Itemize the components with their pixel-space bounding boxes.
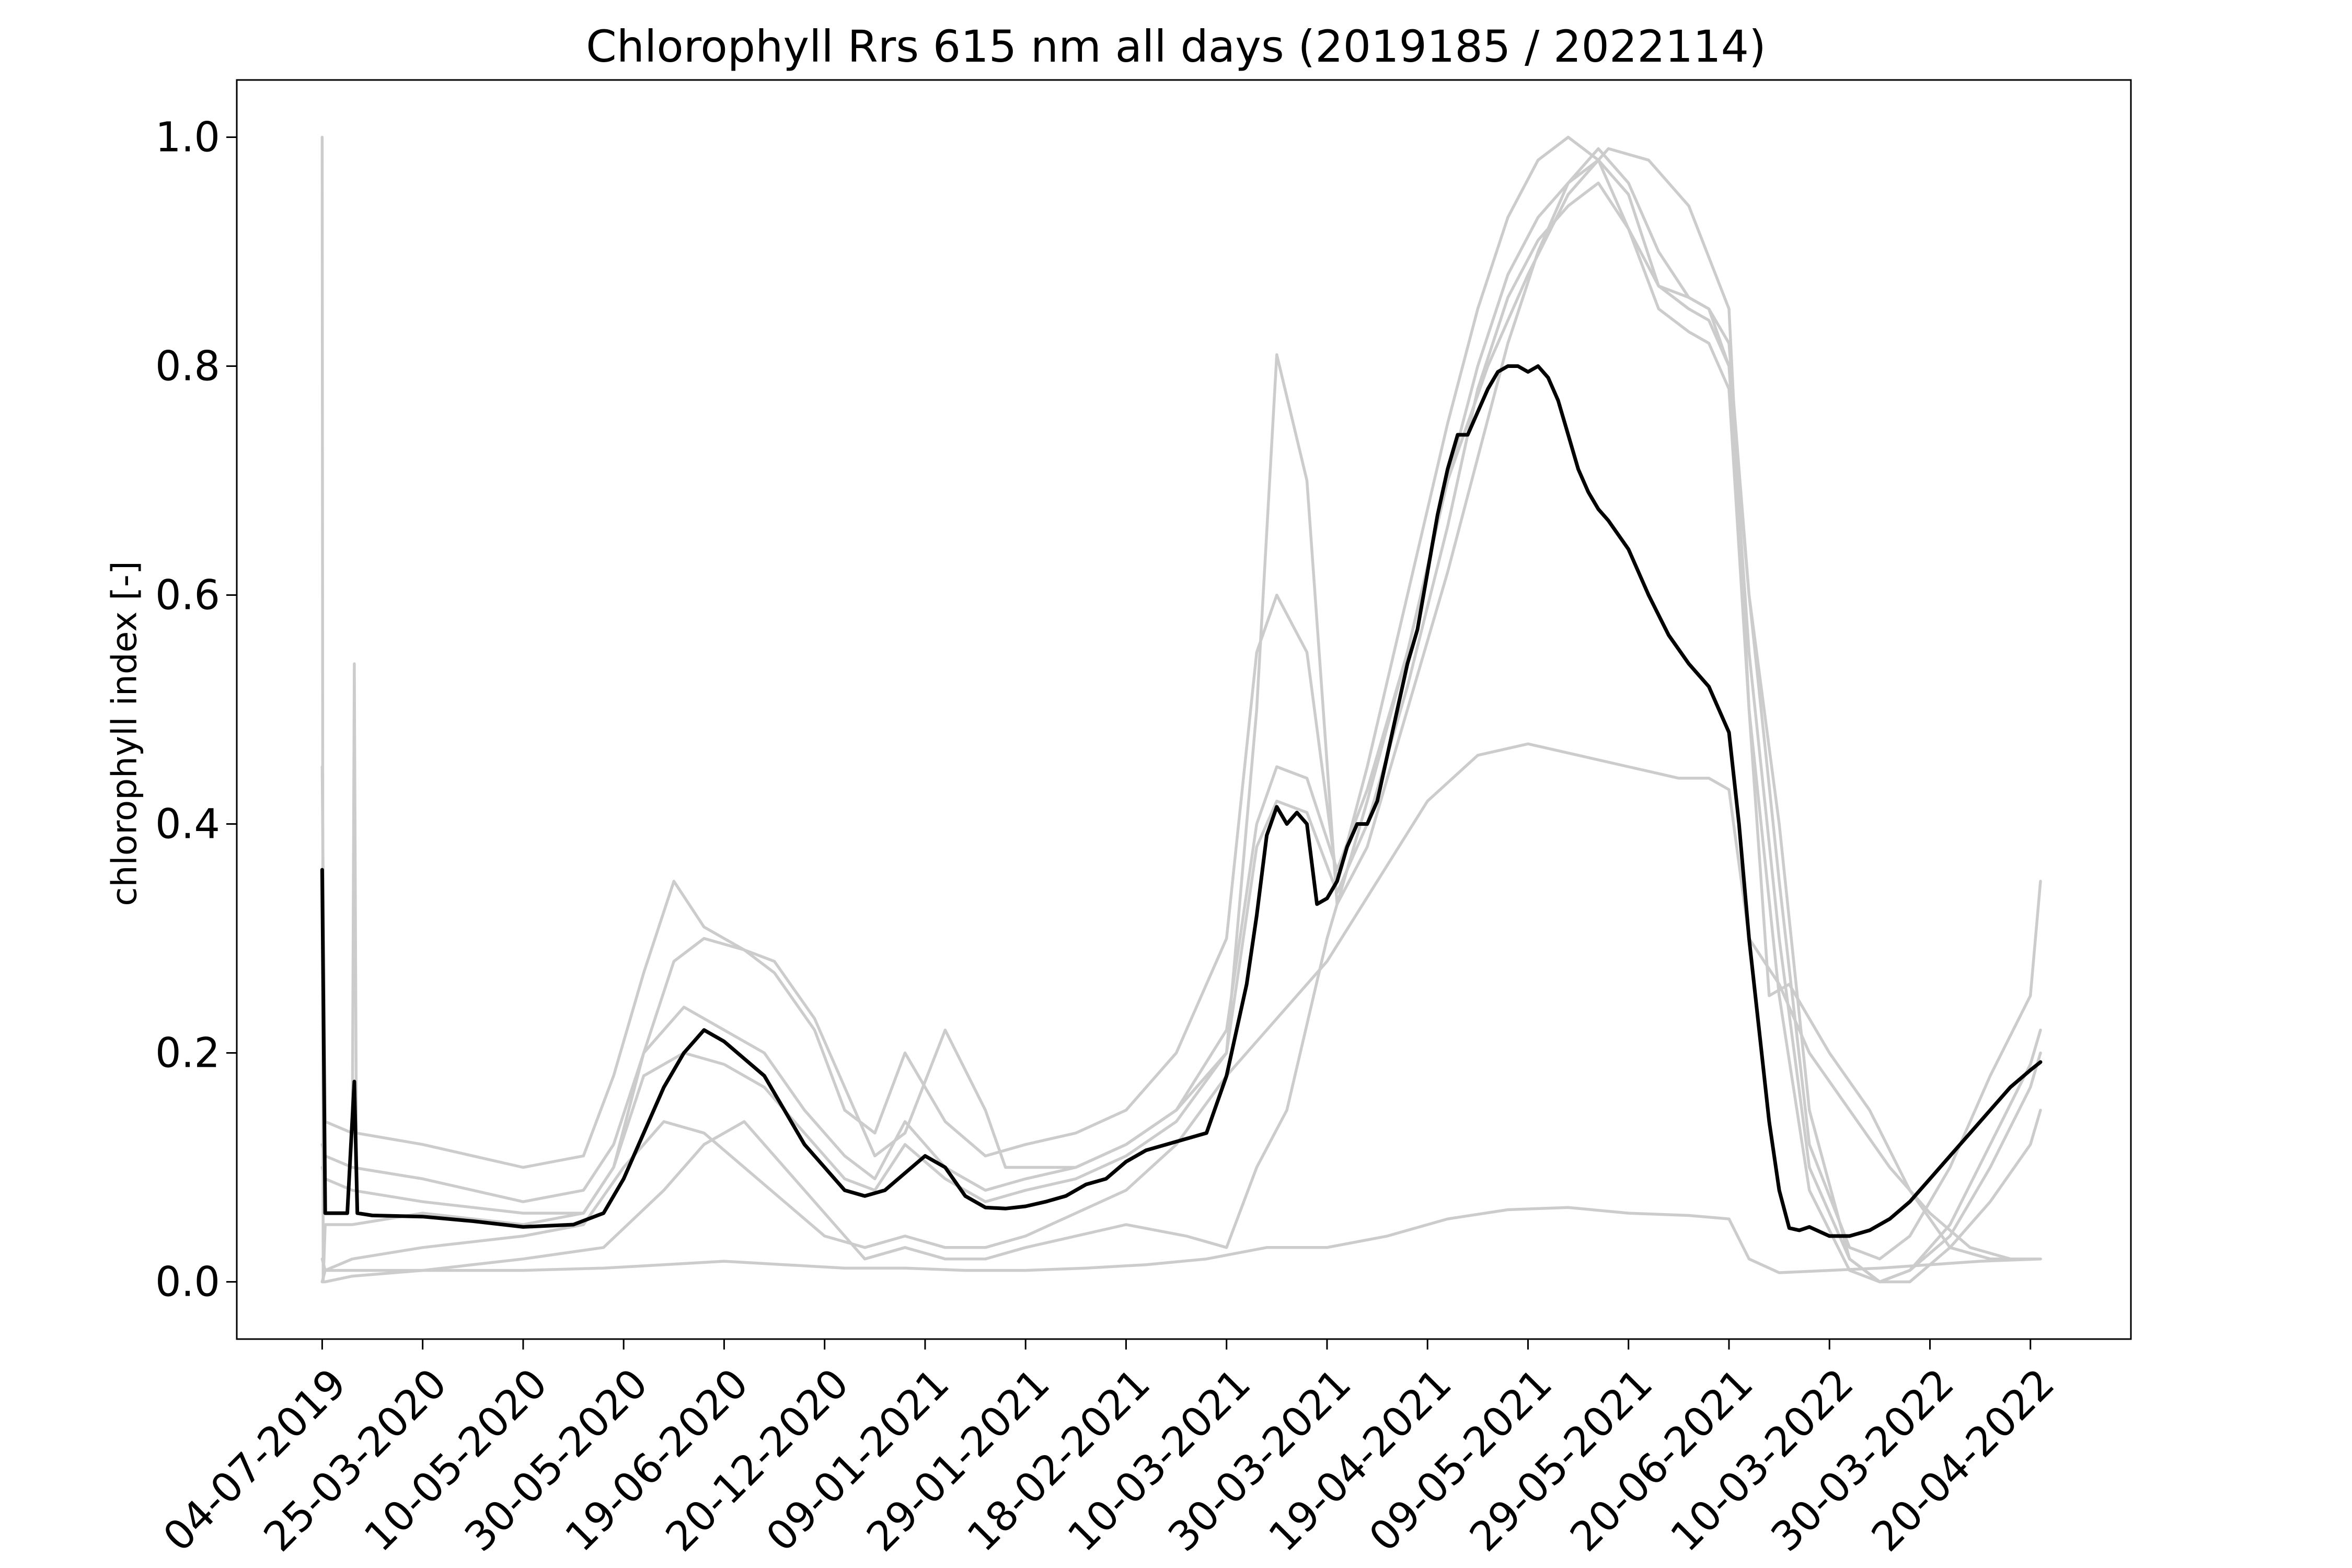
y-tick-label: 0.2 — [155, 1030, 220, 1077]
series-line-1 — [320, 135, 2042, 1284]
y-tick-label: 1.0 — [155, 114, 220, 162]
y-tick-label: 0.0 — [155, 1259, 220, 1306]
series-line-2 — [320, 135, 2042, 1261]
y-tick-label: 0.6 — [155, 572, 220, 619]
plot-frame — [236, 79, 2132, 1340]
series-line-3 — [320, 158, 2042, 1284]
y-tick-label: 0.4 — [155, 801, 220, 848]
mean-layer — [320, 364, 2043, 1238]
axes-layer: 0.00.20.40.60.81.004-07-201925-03-202010… — [155, 79, 2132, 1561]
chart-title: Chlorophyll Rrs 615 nm all days (2019185… — [586, 21, 1766, 72]
y-tick-label: 0.8 — [155, 343, 220, 390]
mean-series-line — [320, 364, 2043, 1238]
series-line-6 — [320, 1206, 2042, 1284]
series-layer — [320, 135, 2042, 1284]
series-line-7 — [320, 147, 2042, 1284]
series-line-4 — [320, 181, 2042, 1284]
